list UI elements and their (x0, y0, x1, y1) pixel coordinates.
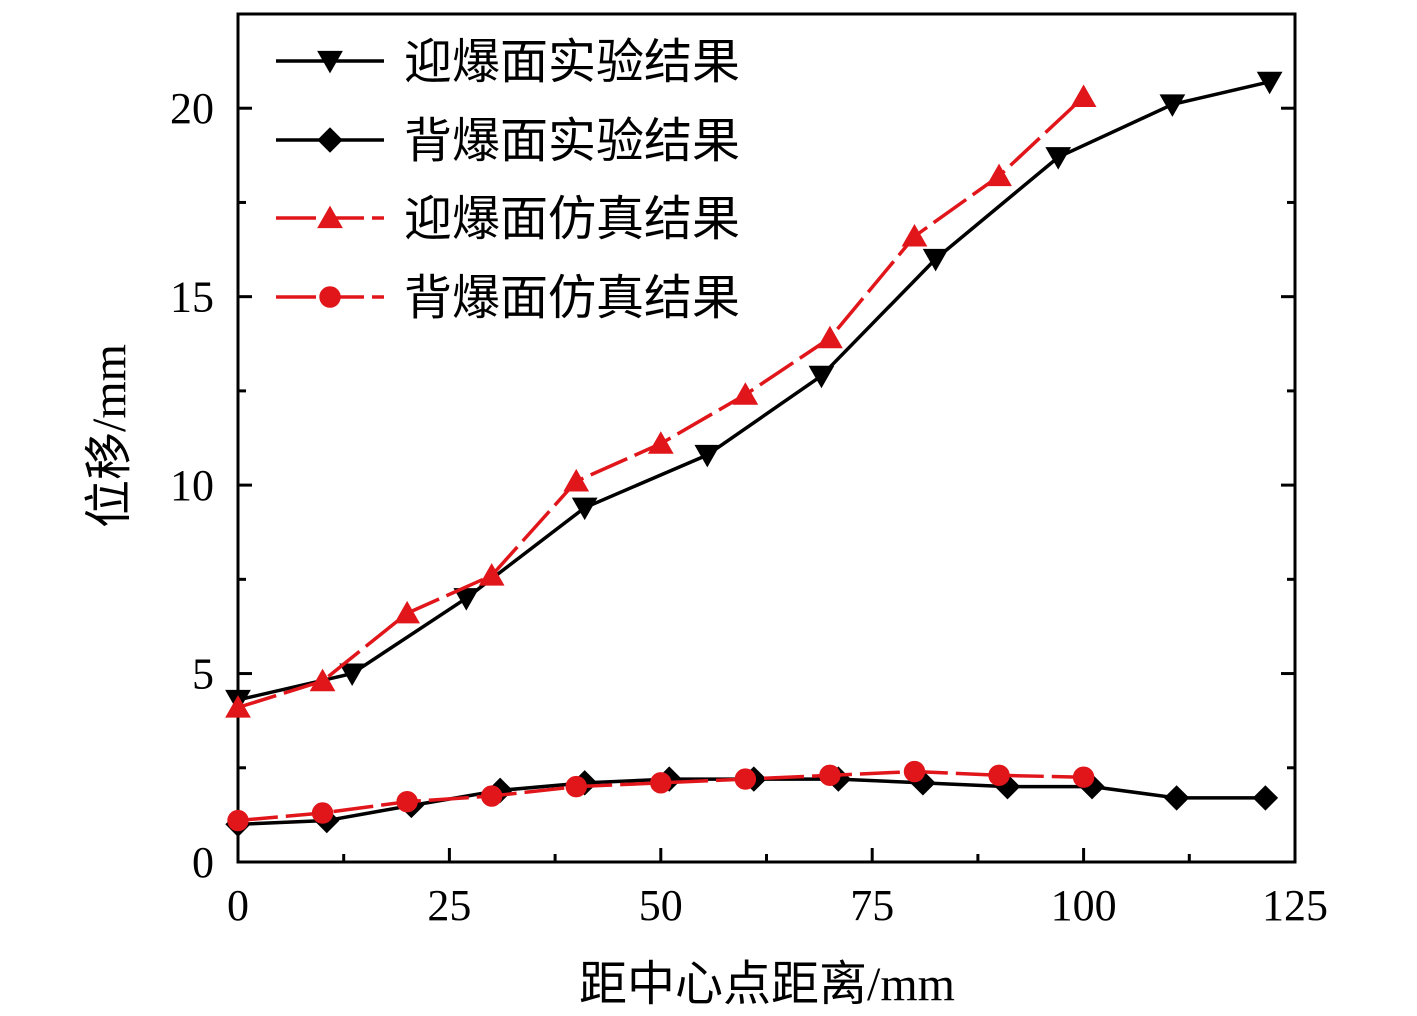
legend-entry: 迎爆面实验结果 (276, 36, 740, 89)
series-4 (227, 760, 1095, 832)
legend-marker (317, 127, 343, 153)
data-point (309, 668, 336, 692)
data-point (480, 785, 503, 807)
plot-border (236, 12, 1297, 864)
y-tick-label: 15 (170, 273, 214, 322)
data-point (225, 695, 251, 718)
data-point (986, 163, 1012, 187)
data-point (694, 444, 721, 468)
x-tick-label: 75 (850, 881, 894, 930)
y-tick-label: 20 (170, 84, 214, 133)
data-point (650, 772, 672, 794)
data-point (565, 775, 587, 798)
legend-marker (317, 205, 343, 229)
data-point (732, 382, 759, 405)
series-line (237, 80, 1271, 702)
series-layer (225, 71, 1283, 838)
x-tick-label: 50 (639, 881, 683, 930)
x-tick-label: 100 (1051, 881, 1117, 930)
series-3 (225, 84, 1097, 718)
data-point (339, 663, 366, 686)
legend-entry: 背爆面实验结果 (276, 115, 740, 168)
legend-label: 迎爆面仿真结果 (404, 193, 740, 246)
x-tick-label: 25 (427, 881, 471, 930)
axis-tick-labels: 0 25 50 75 100 125 0 5 10 15 20 (170, 84, 1328, 930)
data-point (478, 563, 505, 586)
data-point (901, 223, 928, 247)
data-point (571, 497, 598, 521)
data-point (903, 760, 926, 783)
data-point (1256, 71, 1283, 95)
y-axis-title: 位移/mm (83, 344, 136, 528)
data-point (808, 365, 835, 389)
x-tick-label: 0 (227, 881, 249, 930)
y-tick-label: 10 (170, 461, 214, 510)
legend-label: 背爆面仿真结果 (404, 272, 740, 325)
data-point (647, 431, 674, 454)
data-point (311, 802, 334, 824)
series-line (237, 769, 1084, 823)
data-point (1045, 147, 1072, 170)
data-point (817, 325, 843, 349)
data-point (988, 764, 1010, 787)
axis-ticks (236, 106, 1297, 864)
data-point (227, 809, 249, 832)
legend-label: 迎爆面实验结果 (404, 36, 740, 89)
legend-entry: 迎爆面仿真结果 (276, 193, 740, 246)
data-point (563, 468, 590, 492)
data-point (819, 764, 841, 787)
data-point (1070, 84, 1097, 108)
plot-frame (236, 12, 1297, 864)
y-tick-label: 0 (192, 838, 214, 887)
data-point (1072, 766, 1095, 788)
y-tick-label: 5 (192, 650, 214, 699)
x-tick-label: 125 (1262, 881, 1328, 930)
legend-marker (319, 286, 341, 308)
data-point (1252, 785, 1279, 811)
series-1 (225, 71, 1283, 713)
data-point (394, 600, 420, 624)
legend-entry: 背爆面仿真结果 (276, 272, 740, 325)
legend-label: 背爆面实验结果 (404, 115, 740, 168)
x-axis-title: 距中心点距离/mm (579, 958, 955, 1011)
data-point (922, 248, 949, 272)
data-point (396, 790, 418, 813)
data-point (1159, 94, 1186, 117)
data-point (1163, 785, 1190, 811)
legend-marker (317, 50, 343, 74)
series-line (237, 95, 1085, 710)
data-point (734, 768, 757, 790)
